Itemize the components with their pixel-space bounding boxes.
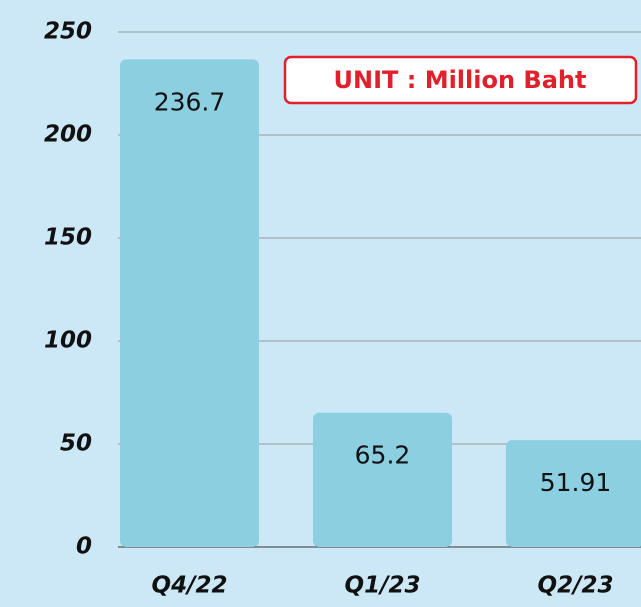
x-tick-label: Q2/23	[538, 573, 614, 599]
bar	[313, 412, 452, 547]
x-tick-label: Q4/22	[152, 573, 228, 599]
value-label: 51.91	[540, 468, 612, 497]
y-tick-label: 250	[44, 19, 92, 45]
y-tick-label: 200	[44, 122, 92, 148]
y-tick-label: 50	[60, 431, 92, 457]
annotation-box	[283, 55, 638, 105]
annotation: UNIT : Million Baht	[334, 66, 587, 94]
bar	[120, 59, 259, 547]
y-tick-label: 150	[44, 225, 92, 251]
bar	[506, 440, 641, 547]
value-label: 236.7	[154, 87, 226, 116]
y-tick-label: 0	[76, 534, 92, 560]
value-label: 65.2	[355, 441, 411, 470]
y-tick-label: 100	[44, 328, 92, 354]
x-tick-label: Q1/23	[345, 573, 421, 599]
